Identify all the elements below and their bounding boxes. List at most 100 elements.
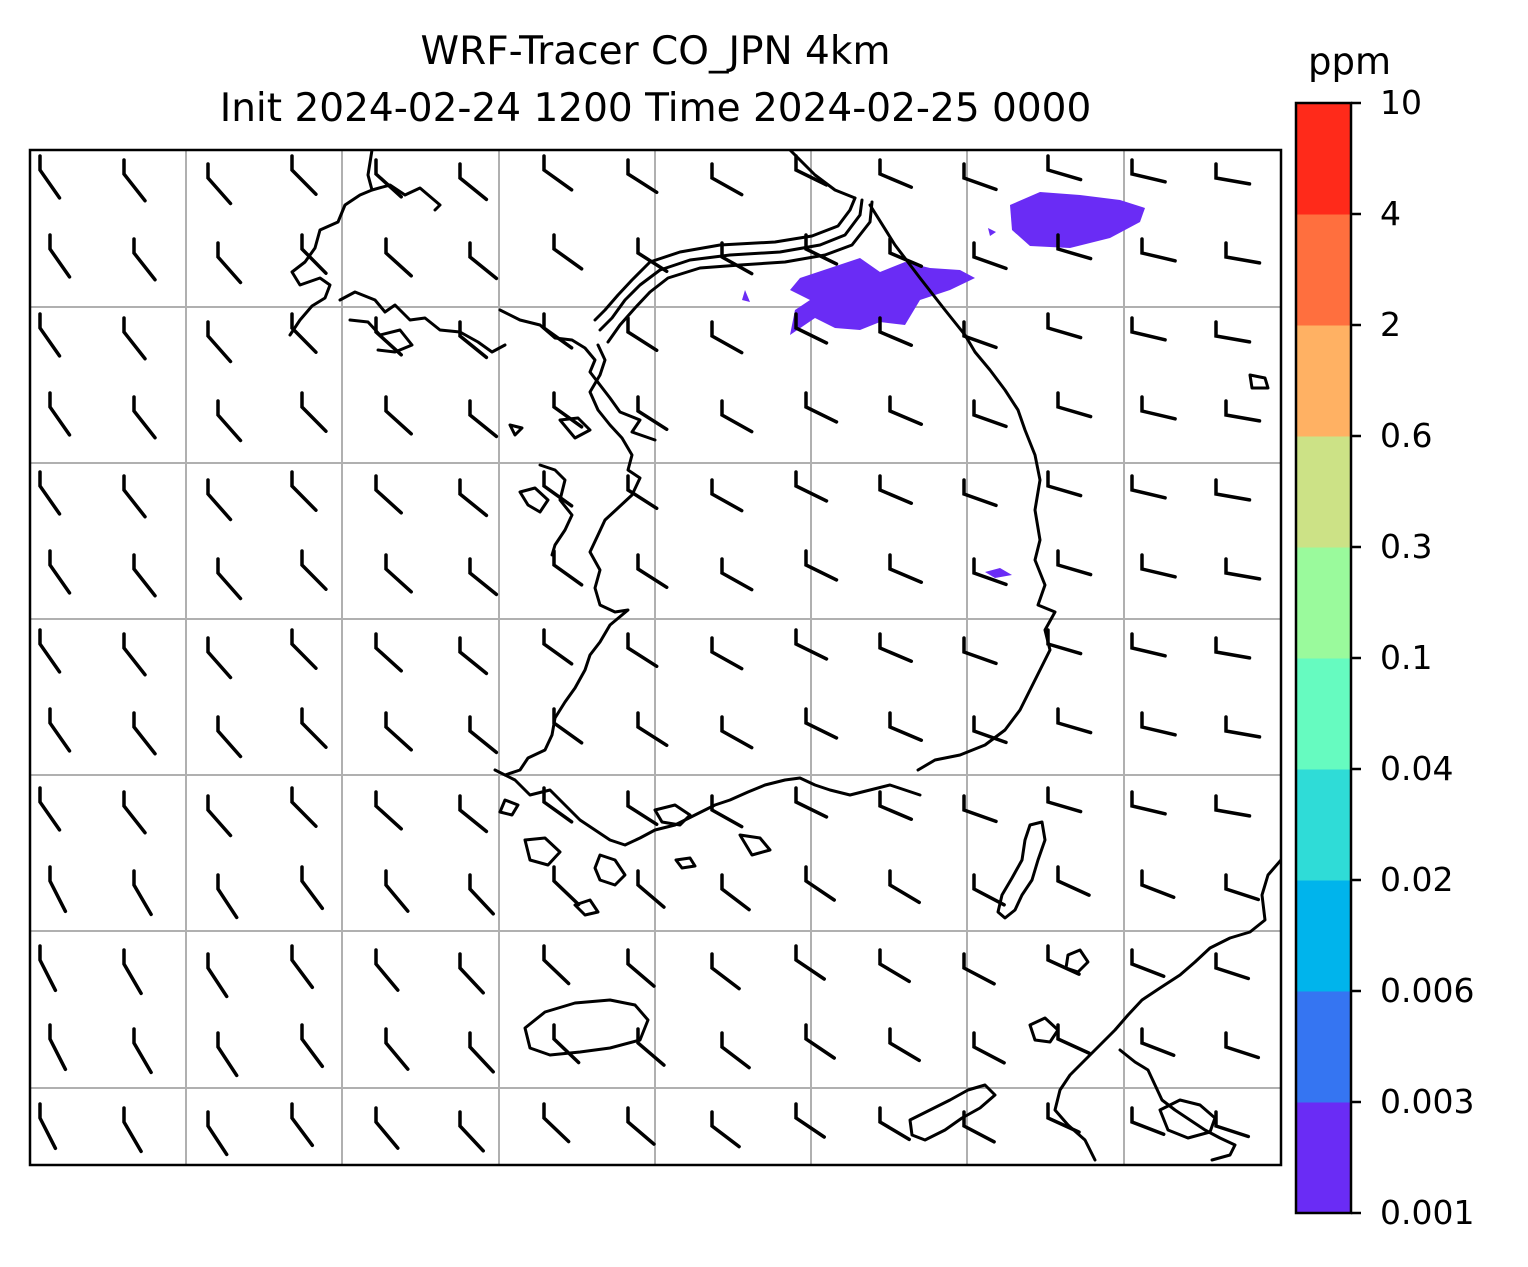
wind-barb <box>888 711 924 742</box>
wind-barb <box>962 320 998 350</box>
map-area <box>30 150 1281 1165</box>
wind-barb <box>1056 1023 1091 1055</box>
wind-barb <box>888 1027 921 1063</box>
wind-barb <box>458 794 489 834</box>
colorbar-segment <box>1296 103 1351 215</box>
wind-barb <box>468 399 499 439</box>
wind-barb <box>542 312 574 350</box>
concentration-patch <box>790 258 975 335</box>
co-concentration-patches <box>742 192 1145 578</box>
wind-barb <box>38 154 62 200</box>
concentration-patch <box>988 228 996 236</box>
wind-barb <box>542 628 574 666</box>
wind-barb <box>1224 557 1262 581</box>
wind-barb <box>878 790 914 821</box>
wind-barb <box>720 557 754 592</box>
colorbar-segment <box>1296 769 1351 881</box>
wind-barb <box>720 715 754 750</box>
wind-barb <box>206 478 233 522</box>
wind-barb <box>710 162 744 197</box>
wind-barb <box>1214 320 1252 344</box>
wind-barb <box>1214 794 1252 818</box>
wind-barb <box>132 869 153 917</box>
wind-barb <box>48 707 72 753</box>
wind-barb <box>1140 1027 1176 1058</box>
wind-barb <box>458 952 485 995</box>
colorbar-segment <box>1296 658 1351 770</box>
wind-barb <box>794 786 829 819</box>
wind-barb <box>458 478 489 518</box>
wind-barb <box>468 557 499 597</box>
wind-barb <box>384 869 410 913</box>
wind-barb <box>878 474 914 505</box>
wind-barb <box>1056 391 1093 419</box>
wind-barb <box>38 470 62 516</box>
wind-barb <box>710 478 744 513</box>
wind-barb <box>122 158 147 203</box>
wind-barb <box>374 474 403 515</box>
map-subtitle: Init 2024-02-24 1200 Time 2024-02-25 000… <box>219 86 1092 131</box>
wind-barb <box>636 869 666 909</box>
wind-barb <box>468 241 499 281</box>
wind-barb <box>300 1023 325 1069</box>
wind-barb <box>636 237 669 274</box>
wind-barb <box>384 1027 410 1071</box>
wind-barb <box>38 628 62 674</box>
wind-barb <box>48 865 68 914</box>
wind-barb <box>122 474 147 519</box>
wind-barb <box>878 948 911 984</box>
wind-barb <box>300 391 328 433</box>
wind-barb <box>1130 948 1166 979</box>
wind-barb <box>1130 474 1167 500</box>
wind-barb <box>888 553 924 584</box>
wind-barb <box>290 628 318 670</box>
wind-barb <box>626 1106 656 1146</box>
wind-barb <box>1214 636 1252 660</box>
wind-barb <box>374 948 400 992</box>
wind-barb <box>794 628 829 661</box>
wind-barb <box>122 316 147 361</box>
colorbar-tick-label: 4 <box>1380 194 1401 233</box>
wind-barb <box>1130 316 1167 342</box>
concentration-patch <box>742 290 750 302</box>
wind-barb <box>636 711 669 748</box>
wind-barb <box>300 549 328 591</box>
wind-barb <box>290 470 318 512</box>
colorbar-segment <box>1296 1102 1351 1214</box>
wind-barb <box>1224 715 1262 739</box>
colorbar-tick-label: 0.006 <box>1380 971 1475 1010</box>
wind-barb <box>804 549 839 582</box>
wind-barb <box>38 1102 58 1151</box>
wind-barb <box>1046 944 1081 976</box>
wind-barb <box>1140 395 1177 421</box>
wind-barb <box>1046 312 1083 340</box>
wind-barb <box>38 944 58 993</box>
wind-barb <box>1130 1106 1166 1137</box>
wind-barb <box>878 158 914 189</box>
colorbar-tick-label: 0.1 <box>1380 638 1433 677</box>
wind-barb <box>626 632 659 669</box>
wind-barb <box>962 162 998 192</box>
wind-barb <box>374 316 403 357</box>
wind-barb <box>374 790 403 831</box>
wind-barb <box>794 470 829 503</box>
wind-barb <box>1130 790 1167 816</box>
wind-barb <box>972 1031 1006 1065</box>
wind-barb <box>552 549 584 587</box>
wind-barb <box>804 865 836 902</box>
wind-barb <box>1046 1102 1081 1134</box>
wind-barb <box>374 632 403 673</box>
wind-barb <box>962 794 998 824</box>
wind-barb <box>888 395 924 426</box>
wind-barb <box>1130 632 1167 658</box>
wind-barb <box>374 158 403 199</box>
coastlines <box>288 150 1281 1162</box>
wind-barb <box>48 1023 68 1072</box>
wind-barb <box>216 241 243 285</box>
map-title: WRF-Tracer CO_JPN 4km <box>420 29 891 74</box>
wind-barb <box>962 478 998 508</box>
wind-barb <box>132 711 157 756</box>
wind-barb <box>962 952 996 986</box>
wind-barb <box>1056 549 1093 577</box>
colorbar-segment <box>1296 436 1351 548</box>
